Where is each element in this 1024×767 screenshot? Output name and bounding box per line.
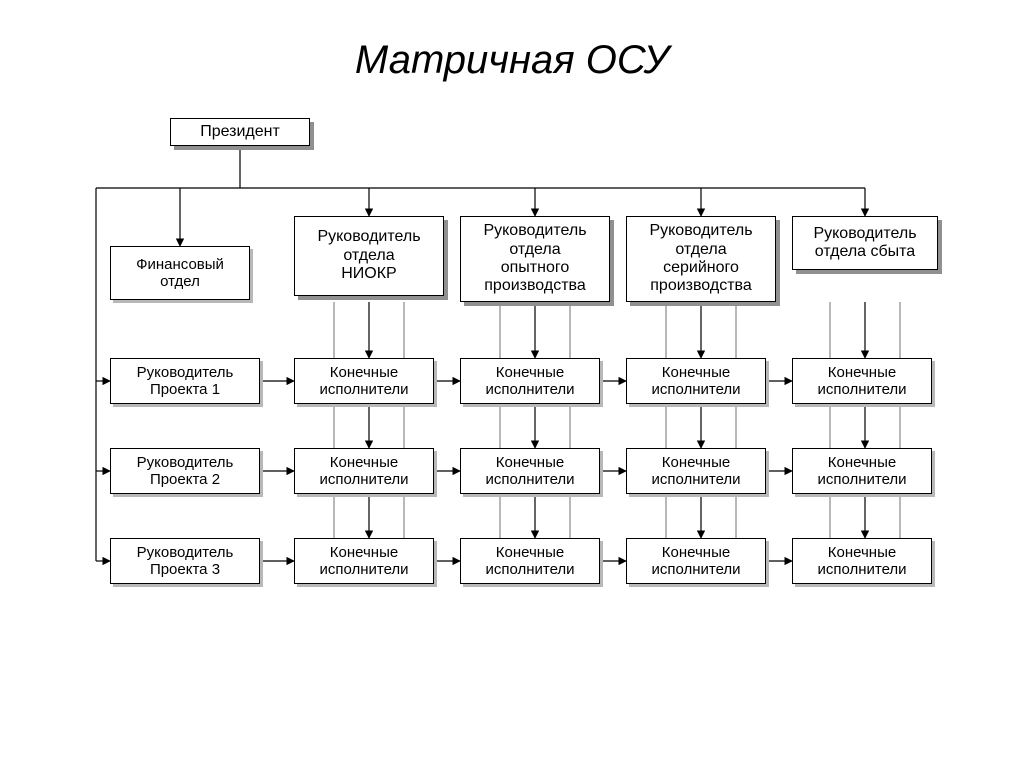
node-ex_3_1: Конечныеисполнители: [294, 538, 434, 584]
node-president: Президент: [170, 118, 310, 146]
org-chart: Президент Финансовыйотдел Руководительотде…: [90, 108, 938, 628]
node-dept_niokr: РуководительотделаНИОКР: [294, 216, 444, 296]
node-ex_1_1: Конечныеисполнители: [294, 358, 434, 404]
node-ex_1_3: Конечныеисполнители: [626, 358, 766, 404]
node-ex_2_4: Конечныеисполнители: [792, 448, 932, 494]
node-ex_3_2: Конечныеисполнители: [460, 538, 600, 584]
node-ex_1_4: Конечныеисполнители: [792, 358, 932, 404]
node-pm3: РуководительПроекта 3: [110, 538, 260, 584]
node-pm1: РуководительПроекта 1: [110, 358, 260, 404]
node-dept_serial: Руководительотделасерийногопроизводства: [626, 216, 776, 302]
node-dept_sales: Руководительотдела сбыта: [792, 216, 938, 270]
node-ex_3_3: Конечныеисполнители: [626, 538, 766, 584]
node-pm2: РуководительПроекта 2: [110, 448, 260, 494]
node-dept_opyt: Руководительотделаопытногопроизводства: [460, 216, 610, 302]
node-ex_2_2: Конечныеисполнители: [460, 448, 600, 494]
node-ex_3_4: Конечныеисполнители: [792, 538, 932, 584]
node-ex_1_2: Конечныеисполнители: [460, 358, 600, 404]
node-ex_2_1: Конечныеисполнители: [294, 448, 434, 494]
node-ex_2_3: Конечныеисполнители: [626, 448, 766, 494]
node-finance: Финансовыйотдел: [110, 246, 250, 300]
page-title: Матричная ОСУ: [0, 38, 1024, 83]
